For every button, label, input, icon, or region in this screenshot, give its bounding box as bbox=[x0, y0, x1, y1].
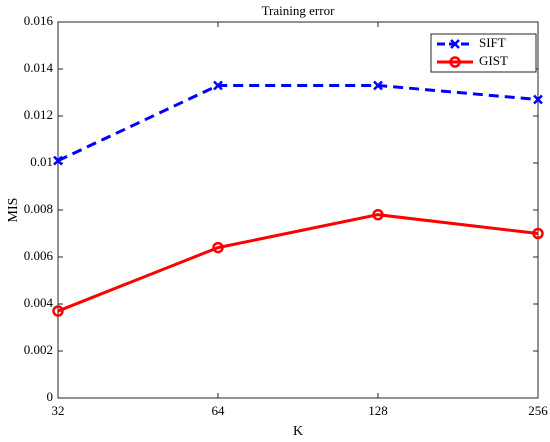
legend-label: GIST bbox=[479, 53, 508, 68]
marker bbox=[532, 227, 544, 240]
series-line bbox=[57, 213, 539, 313]
plot-frame bbox=[57, 21, 539, 399]
y-tick-label: 0 bbox=[47, 389, 54, 404]
marker bbox=[53, 155, 63, 166]
legend-marker bbox=[449, 56, 461, 68]
marker bbox=[372, 208, 384, 221]
series-line bbox=[57, 83, 539, 163]
legend-box bbox=[430, 33, 537, 73]
y-tick-label: 0.002 bbox=[24, 342, 53, 357]
marker bbox=[213, 80, 223, 91]
marker bbox=[373, 80, 383, 91]
legend-marker bbox=[450, 39, 460, 49]
y-axis-label: MIS bbox=[6, 198, 21, 223]
y-tick-label: 0.016 bbox=[24, 13, 54, 28]
y-tick-label: 0.004 bbox=[24, 295, 54, 310]
marker bbox=[212, 241, 224, 254]
legend-label: SIFT bbox=[479, 35, 506, 50]
x-tick-label: 128 bbox=[368, 403, 388, 418]
y-tick-label: 0.01 bbox=[30, 154, 53, 169]
chart-title: Training error bbox=[262, 3, 335, 18]
x-tick-label: 256 bbox=[528, 403, 548, 418]
y-tick-label: 0.008 bbox=[24, 201, 53, 216]
y-tick-label: 0.012 bbox=[24, 107, 53, 122]
x-axis-label: K bbox=[293, 424, 303, 439]
y-tick-label: 0.006 bbox=[24, 248, 54, 263]
marker bbox=[533, 94, 543, 105]
y-tick-label: 0.014 bbox=[24, 60, 54, 75]
x-tick-label: 32 bbox=[52, 403, 65, 418]
x-tick-label: 64 bbox=[212, 403, 226, 418]
marker bbox=[52, 305, 64, 317]
